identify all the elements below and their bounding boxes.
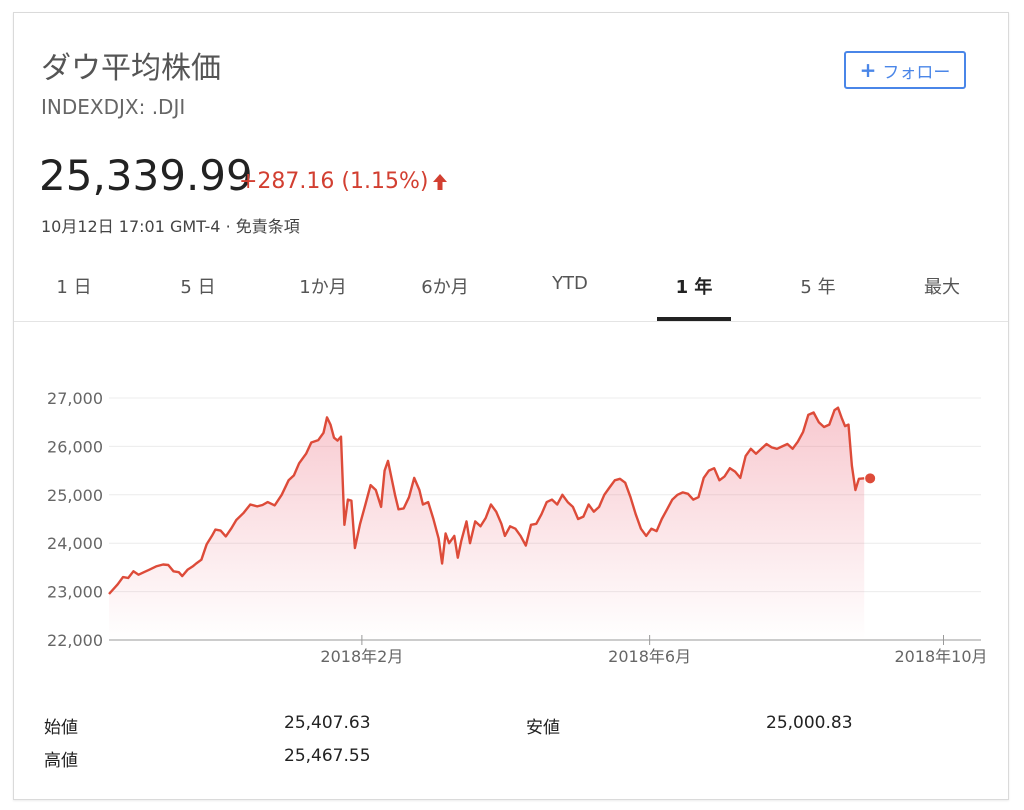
price-change: +287.16 (1.15%): [239, 169, 448, 194]
tab-5-day[interactable]: 5 日: [180, 277, 216, 298]
range-tabs: 1 日 5 日 1か月 6か月 YTD 1 年 5 年 最大: [14, 265, 1008, 322]
follow-button[interactable]: + フォロー: [844, 51, 966, 89]
tab-5-year[interactable]: 5 年: [800, 277, 836, 298]
separator: ·: [225, 217, 231, 236]
x-tick-label: 2018年6月: [608, 647, 691, 666]
active-tab-indicator: [657, 317, 731, 321]
stock-title: ダウ平均株価: [41, 51, 221, 86]
tab-1-year[interactable]: 1 年: [675, 277, 713, 298]
change-value: +287.16 (1.15%): [239, 169, 429, 194]
x-tick-label: 2018年2月: [320, 647, 403, 666]
y-tick-label: 24,000: [47, 534, 103, 553]
tab-6-month[interactable]: 6か月: [421, 277, 469, 298]
price-chart[interactable]: 27,000 26,000 25,000 24,000 23,000 22,000 2018…: [14, 13, 1008, 693]
current-price-dot: [865, 473, 876, 484]
stat-high-label: 高値: [44, 751, 78, 771]
price-area-fill: [109, 407, 865, 640]
tab-ytd[interactable]: YTD: [552, 273, 588, 294]
y-tick-label: 25,000: [47, 486, 103, 505]
tab-1-day[interactable]: 1 日: [56, 277, 92, 298]
tab-1-month[interactable]: 1か月: [299, 277, 347, 298]
disclaimer-link[interactable]: 免責条項: [235, 217, 300, 236]
current-price: 25,339.99: [39, 151, 253, 200]
stat-open-label: 始値: [44, 718, 78, 738]
stat-low-value: 25,000.83: [766, 713, 853, 733]
y-tick-label: 22,000: [47, 631, 103, 650]
stock-card: ダウ平均株価 INDEXDJX: .DJI + フォロー 25,339.99 +…: [13, 12, 1009, 800]
stat-low-label: 安値: [526, 718, 560, 738]
timestamp-line: 10月12日 17:01 GMT-4 · 免責条項: [41, 213, 300, 237]
up-arrow-icon: [433, 173, 448, 190]
y-tick-label: 26,000: [47, 437, 103, 456]
ticker-symbol: INDEXDJX: .DJI: [41, 95, 186, 119]
timestamp: 10月12日 17:01 GMT-4: [41, 217, 221, 236]
plus-icon: +: [859, 58, 877, 82]
tab-max[interactable]: 最大: [924, 277, 960, 298]
x-tick-label: 2018年10月: [894, 647, 987, 666]
stat-high-value: 25,467.55: [284, 746, 371, 766]
y-tick-label: 23,000: [47, 583, 103, 602]
stat-open-value: 25,407.63: [284, 713, 371, 733]
y-tick-label: 27,000: [47, 389, 103, 408]
follow-label: フォロー: [882, 62, 951, 83]
price-line: [108, 406, 865, 595]
